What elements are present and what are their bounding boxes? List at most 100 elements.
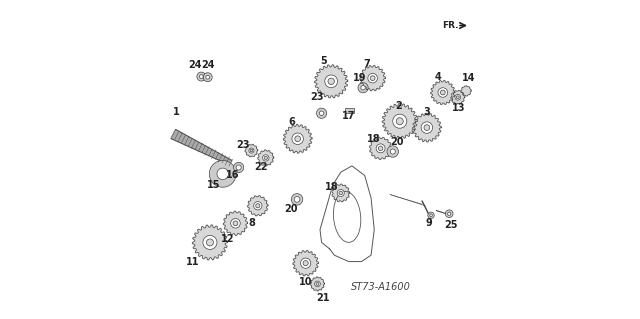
Circle shape xyxy=(315,281,320,287)
Circle shape xyxy=(253,202,262,210)
Circle shape xyxy=(206,75,210,79)
Circle shape xyxy=(339,191,342,195)
Circle shape xyxy=(456,96,460,99)
Text: 2: 2 xyxy=(395,101,401,111)
Text: 23: 23 xyxy=(236,140,250,150)
Text: 10: 10 xyxy=(299,277,312,287)
Text: 19: 19 xyxy=(353,73,366,83)
Text: 11: 11 xyxy=(186,256,199,267)
Text: 18: 18 xyxy=(325,182,339,192)
Circle shape xyxy=(292,133,303,145)
Circle shape xyxy=(445,210,453,218)
Circle shape xyxy=(324,75,337,88)
Circle shape xyxy=(295,136,301,142)
Circle shape xyxy=(256,204,260,208)
Text: 20: 20 xyxy=(285,204,298,214)
Circle shape xyxy=(207,239,214,246)
Circle shape xyxy=(200,75,204,78)
Text: 23: 23 xyxy=(310,92,324,102)
Circle shape xyxy=(197,72,206,81)
Text: 14: 14 xyxy=(461,73,475,83)
Circle shape xyxy=(428,212,434,219)
Polygon shape xyxy=(382,104,417,139)
Circle shape xyxy=(447,212,451,215)
Text: 24: 24 xyxy=(201,60,214,70)
Polygon shape xyxy=(245,144,258,157)
Circle shape xyxy=(328,78,334,85)
Circle shape xyxy=(317,108,326,118)
Text: 7: 7 xyxy=(364,59,371,69)
Polygon shape xyxy=(369,137,392,160)
Polygon shape xyxy=(461,86,471,96)
Circle shape xyxy=(230,219,240,228)
Circle shape xyxy=(249,148,254,153)
Polygon shape xyxy=(223,211,248,235)
Text: 15: 15 xyxy=(207,180,221,190)
Polygon shape xyxy=(284,124,312,153)
Text: FR.: FR. xyxy=(442,21,459,30)
Circle shape xyxy=(294,197,300,202)
Circle shape xyxy=(262,155,269,161)
Circle shape xyxy=(387,146,399,157)
Circle shape xyxy=(440,90,445,95)
Circle shape xyxy=(319,111,324,115)
Circle shape xyxy=(233,221,238,226)
Circle shape xyxy=(361,85,365,90)
Circle shape xyxy=(393,114,407,128)
Circle shape xyxy=(371,76,375,81)
Polygon shape xyxy=(431,80,455,105)
Circle shape xyxy=(424,125,429,130)
Polygon shape xyxy=(293,250,319,276)
Text: 9: 9 xyxy=(425,218,432,228)
Polygon shape xyxy=(413,113,441,142)
Circle shape xyxy=(421,122,433,133)
Text: 1: 1 xyxy=(173,107,180,117)
Circle shape xyxy=(378,146,383,151)
Circle shape xyxy=(316,283,319,285)
Text: 21: 21 xyxy=(316,293,330,303)
Polygon shape xyxy=(248,196,268,216)
Polygon shape xyxy=(451,90,465,104)
Circle shape xyxy=(264,156,268,160)
Circle shape xyxy=(204,73,212,82)
Circle shape xyxy=(438,88,447,97)
Circle shape xyxy=(390,149,396,154)
Circle shape xyxy=(303,261,308,266)
Circle shape xyxy=(250,149,253,152)
Text: 3: 3 xyxy=(424,107,430,117)
Circle shape xyxy=(236,165,241,170)
Polygon shape xyxy=(310,277,324,291)
Text: 16: 16 xyxy=(225,170,239,180)
Polygon shape xyxy=(315,65,348,98)
Circle shape xyxy=(217,168,228,180)
Text: 12: 12 xyxy=(221,234,234,244)
Circle shape xyxy=(291,194,303,205)
Text: ST73-A1600: ST73-A1600 xyxy=(351,282,410,292)
Circle shape xyxy=(234,162,244,173)
Text: 18: 18 xyxy=(367,134,380,144)
Text: 5: 5 xyxy=(320,56,326,66)
Text: 25: 25 xyxy=(444,220,458,230)
Circle shape xyxy=(301,258,311,268)
Circle shape xyxy=(396,118,403,125)
Text: 24: 24 xyxy=(188,60,202,70)
Text: 8: 8 xyxy=(248,218,255,228)
Circle shape xyxy=(368,73,378,83)
Polygon shape xyxy=(360,65,385,91)
Text: 13: 13 xyxy=(452,103,465,114)
Circle shape xyxy=(209,160,236,187)
Text: 22: 22 xyxy=(254,161,268,172)
Text: 6: 6 xyxy=(288,117,294,127)
Circle shape xyxy=(429,214,432,217)
Polygon shape xyxy=(171,130,232,165)
Polygon shape xyxy=(193,225,227,260)
Circle shape xyxy=(376,144,385,153)
Text: 20: 20 xyxy=(390,137,404,147)
Text: 17: 17 xyxy=(342,111,355,122)
Bar xyxy=(345,108,354,113)
Circle shape xyxy=(337,189,344,197)
Circle shape xyxy=(203,235,217,249)
Circle shape xyxy=(358,83,368,93)
Circle shape xyxy=(455,94,461,100)
Polygon shape xyxy=(258,150,274,166)
